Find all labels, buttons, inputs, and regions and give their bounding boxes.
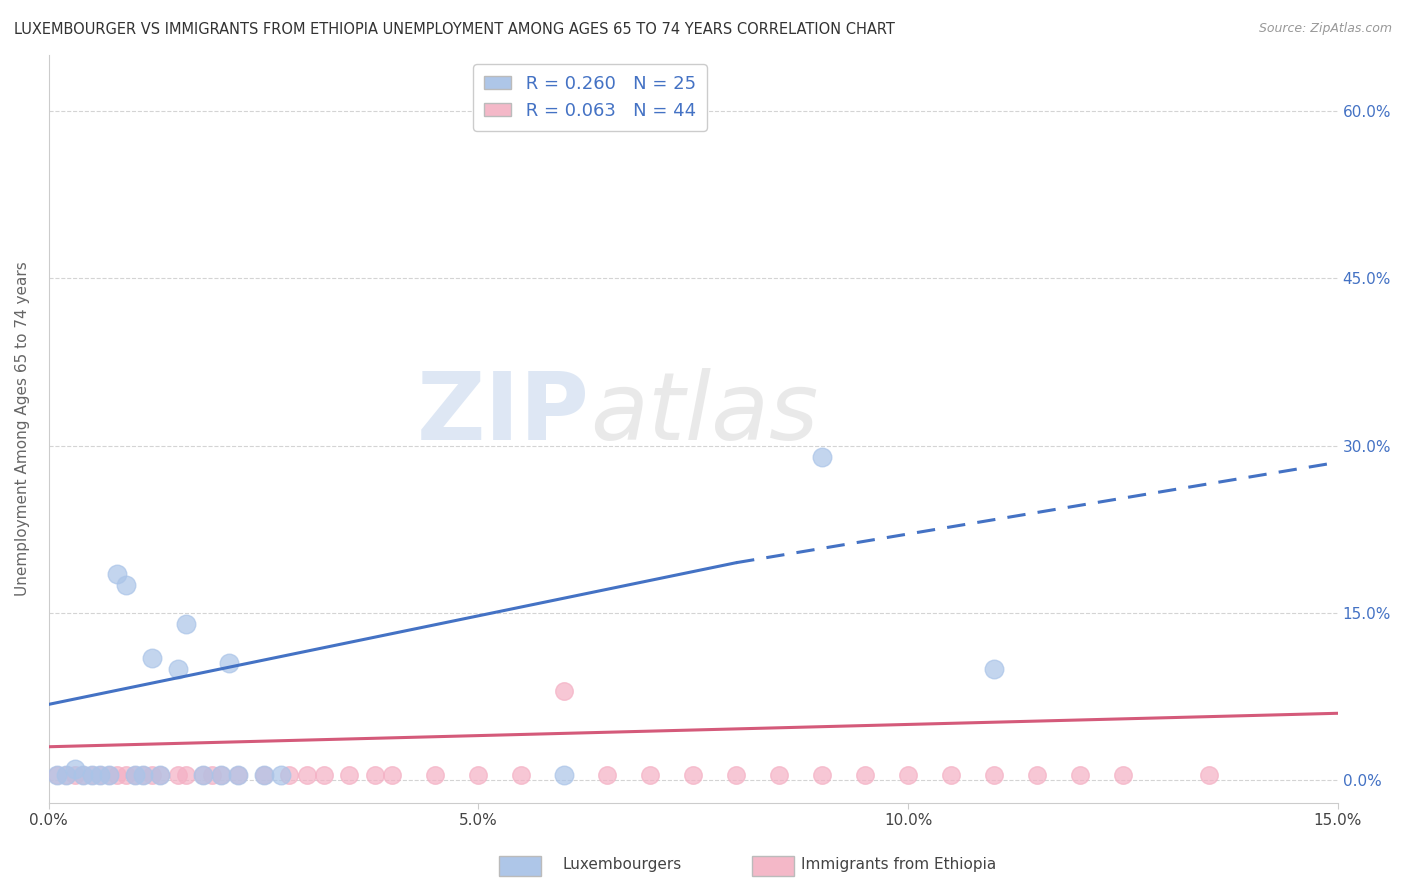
Point bbox=[89, 767, 111, 781]
Point bbox=[115, 578, 138, 592]
Point bbox=[89, 767, 111, 781]
Point bbox=[553, 767, 575, 781]
Point bbox=[201, 767, 224, 781]
Point bbox=[55, 767, 77, 781]
Point bbox=[897, 767, 920, 781]
Point bbox=[149, 767, 172, 781]
Text: atlas: atlas bbox=[591, 368, 818, 459]
Point bbox=[132, 767, 155, 781]
Text: Luxembourgers: Luxembourgers bbox=[562, 857, 682, 872]
Point bbox=[983, 767, 1005, 781]
Point bbox=[166, 767, 188, 781]
Point bbox=[252, 767, 274, 781]
Point bbox=[107, 767, 129, 781]
Point bbox=[166, 662, 188, 676]
Point bbox=[939, 767, 962, 781]
Point bbox=[510, 767, 533, 781]
Point bbox=[63, 767, 86, 781]
Point bbox=[46, 767, 69, 781]
Point bbox=[1198, 767, 1220, 781]
Point bbox=[768, 767, 790, 781]
Point bbox=[209, 767, 232, 781]
Point bbox=[312, 767, 335, 781]
Point bbox=[193, 767, 215, 781]
Point bbox=[270, 767, 292, 781]
Point bbox=[124, 767, 146, 781]
Point bbox=[425, 767, 447, 781]
Point bbox=[811, 767, 834, 781]
Y-axis label: Unemployment Among Ages 65 to 74 years: Unemployment Among Ages 65 to 74 years bbox=[15, 261, 30, 596]
Point bbox=[193, 767, 215, 781]
Point bbox=[1069, 767, 1091, 781]
Point bbox=[97, 767, 120, 781]
Point bbox=[596, 767, 619, 781]
Point bbox=[107, 566, 129, 581]
Point bbox=[657, 103, 679, 118]
Point bbox=[226, 767, 249, 781]
Point bbox=[80, 767, 103, 781]
Point bbox=[141, 650, 163, 665]
Point bbox=[682, 767, 704, 781]
Point bbox=[983, 662, 1005, 676]
Point bbox=[553, 684, 575, 698]
Point bbox=[132, 767, 155, 781]
Point bbox=[115, 767, 138, 781]
Point bbox=[80, 767, 103, 781]
Point bbox=[63, 762, 86, 776]
Legend:  R = 0.260   N = 25,  R = 0.063   N = 44: R = 0.260 N = 25, R = 0.063 N = 44 bbox=[474, 64, 707, 131]
Point bbox=[295, 767, 318, 781]
Point bbox=[638, 767, 661, 781]
Point bbox=[141, 767, 163, 781]
Point bbox=[467, 767, 489, 781]
Point bbox=[381, 767, 404, 781]
Point bbox=[364, 767, 387, 781]
Point bbox=[174, 767, 197, 781]
Point bbox=[209, 767, 232, 781]
Point bbox=[1112, 767, 1135, 781]
Point bbox=[339, 767, 361, 781]
Text: ZIP: ZIP bbox=[418, 368, 591, 460]
Point bbox=[46, 767, 69, 781]
Point bbox=[55, 767, 77, 781]
Point bbox=[149, 767, 172, 781]
Point bbox=[218, 656, 240, 670]
Point bbox=[72, 767, 94, 781]
Point bbox=[226, 767, 249, 781]
Point bbox=[72, 767, 94, 781]
Text: Immigrants from Ethiopia: Immigrants from Ethiopia bbox=[801, 857, 997, 872]
Point bbox=[278, 767, 301, 781]
Text: Source: ZipAtlas.com: Source: ZipAtlas.com bbox=[1258, 22, 1392, 36]
Point bbox=[97, 767, 120, 781]
Point bbox=[811, 450, 834, 464]
Point bbox=[174, 617, 197, 632]
Point bbox=[853, 767, 876, 781]
Point bbox=[1025, 767, 1047, 781]
Text: LUXEMBOURGER VS IMMIGRANTS FROM ETHIOPIA UNEMPLOYMENT AMONG AGES 65 TO 74 YEARS : LUXEMBOURGER VS IMMIGRANTS FROM ETHIOPIA… bbox=[14, 22, 896, 37]
Point bbox=[725, 767, 748, 781]
Point bbox=[252, 767, 274, 781]
Point bbox=[124, 767, 146, 781]
